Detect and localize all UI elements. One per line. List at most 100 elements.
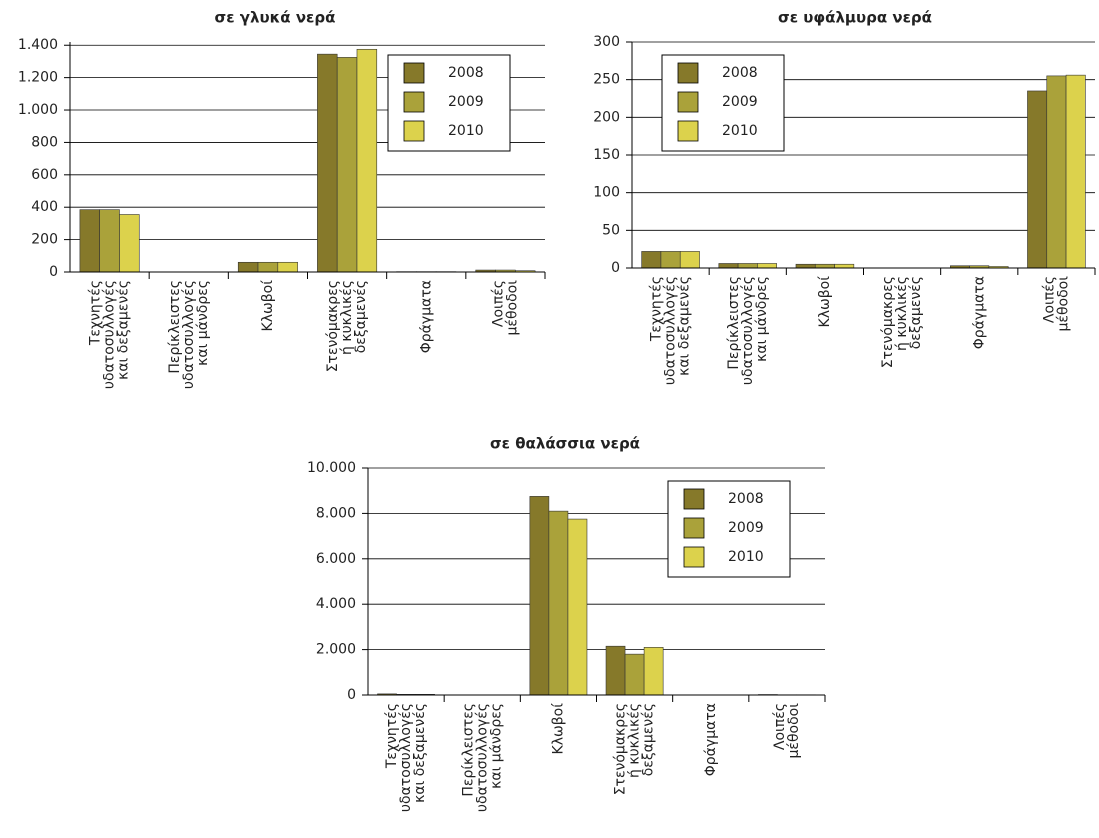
x-tick-label: υδατοσυλλογές <box>181 280 197 389</box>
x-tick-label: και μάνδρες <box>754 276 770 362</box>
legend-swatch <box>677 62 699 84</box>
legend-swatch <box>403 120 425 142</box>
legend-swatch <box>403 91 425 113</box>
bar <box>1065 74 1086 269</box>
bar <box>757 263 777 269</box>
x-tick-label: υδατοσυλλογές <box>398 703 414 812</box>
y-tick-label: 250 <box>593 72 620 88</box>
x-tick-label: Κλωβοί <box>817 276 833 328</box>
x-tick-label: Στενόμακρες <box>325 280 341 372</box>
x-tick-label: και δεξαμενές <box>116 280 132 380</box>
bar <box>814 263 835 269</box>
y-tick-label: 8.000 <box>316 505 356 521</box>
bar <box>99 209 120 273</box>
x-tick-label: Φράγματα <box>971 276 987 349</box>
y-tick-label: 150 <box>593 147 620 163</box>
legend-label: 2009 <box>448 94 484 110</box>
y-tick-label: 0 <box>347 687 356 703</box>
bar <box>529 496 550 696</box>
x-tick-label: ή κυκλικές <box>627 703 643 778</box>
chart-title: σε γλυκά νερά <box>215 9 336 27</box>
y-tick-label: 6.000 <box>316 551 356 567</box>
y-tick-label: 0 <box>49 264 58 280</box>
legend-label: 2010 <box>728 549 764 565</box>
x-tick-label: υδατοσυλλογές <box>474 703 490 812</box>
bar <box>1027 90 1048 269</box>
x-tick-label: Περίκλειστες <box>167 280 183 374</box>
bar <box>277 261 298 273</box>
bar <box>660 251 681 269</box>
bar <box>1046 75 1067 269</box>
x-tick-label: δεξαμενές <box>641 703 657 776</box>
x-tick-label: Φράγματα <box>418 280 434 353</box>
bar <box>119 214 140 273</box>
legend-swatch <box>683 517 705 539</box>
x-tick-label: και δεξαμενές <box>412 703 428 803</box>
y-tick-label: 1.000 <box>18 102 58 118</box>
legend-label: 2010 <box>722 123 758 139</box>
x-tick-label: Λοιπές <box>772 703 788 750</box>
x-tick-label: Περίκλειστες <box>726 276 742 370</box>
x-tick-label: Στενόμακρες <box>613 703 629 795</box>
legend-label: 2010 <box>448 123 484 139</box>
y-tick-label: 600 <box>31 167 58 183</box>
y-tick-label: 4.000 <box>316 596 356 612</box>
bar <box>795 263 816 269</box>
bar <box>605 645 626 696</box>
bar <box>79 209 100 273</box>
legend-swatch <box>677 120 699 142</box>
y-tick-label: 50 <box>602 222 620 238</box>
y-tick-label: 0 <box>611 260 620 276</box>
x-tick-label: Περίκλειστες <box>460 703 476 797</box>
legend-swatch <box>677 91 699 113</box>
y-tick-label: 800 <box>31 134 58 150</box>
bar <box>737 263 758 269</box>
x-tick-label: και δεξαμενές <box>677 276 693 376</box>
legend-label: 2008 <box>722 65 758 81</box>
x-tick-label: Στενόμακρες <box>880 276 896 368</box>
legend-label: 2009 <box>722 94 758 110</box>
x-tick-label: Τεχνητές <box>649 276 665 342</box>
bar <box>624 653 645 696</box>
x-tick-label: και μάνδρες <box>195 280 211 366</box>
chart-title: σε υφάλμυρα νερά <box>778 9 932 27</box>
bar <box>317 53 338 273</box>
bar <box>548 510 569 696</box>
legend-swatch <box>683 546 705 568</box>
x-tick-label: μέθοδοι <box>1055 276 1071 332</box>
x-tick-label: ή κυκλικές <box>339 280 355 355</box>
x-tick-label: δεξαμενές <box>908 276 924 349</box>
y-tick-label: 1.400 <box>18 37 58 53</box>
legend-label: 2008 <box>448 65 484 81</box>
y-tick-label: 10.000 <box>307 460 356 476</box>
x-tick-label: και μάνδρες <box>488 703 504 789</box>
y-tick-label: 2.000 <box>316 642 356 658</box>
bar <box>643 647 664 696</box>
bar <box>834 263 855 269</box>
x-tick-label: μέθοδοι <box>504 280 520 336</box>
x-tick-label: Τεχνητές <box>384 703 400 769</box>
x-tick-label: ή κυκλικές <box>894 276 910 351</box>
x-tick-label: υδατοσυλλογές <box>102 280 118 389</box>
x-tick-label: υδατοσυλλογές <box>740 276 756 385</box>
x-tick-label: Τεχνητές <box>88 280 104 346</box>
x-tick-label: Κλωβοί <box>260 280 276 332</box>
y-tick-label: 200 <box>31 232 58 248</box>
bar <box>237 261 259 273</box>
bar <box>356 48 378 273</box>
x-tick-label: Λοιπές <box>1041 276 1057 323</box>
bar <box>257 261 279 273</box>
y-tick-label: 200 <box>593 109 620 125</box>
bar <box>679 251 700 269</box>
x-tick-label: Φράγματα <box>703 703 719 776</box>
chart-title: σε θαλάσσια νερά <box>490 435 640 453</box>
bar <box>718 263 739 269</box>
legend-swatch <box>683 488 705 510</box>
legend-label: 2008 <box>728 491 764 507</box>
y-tick-label: 1.200 <box>18 70 58 86</box>
bar <box>336 57 358 273</box>
legend-label: 2009 <box>728 520 764 536</box>
bar <box>567 518 588 696</box>
